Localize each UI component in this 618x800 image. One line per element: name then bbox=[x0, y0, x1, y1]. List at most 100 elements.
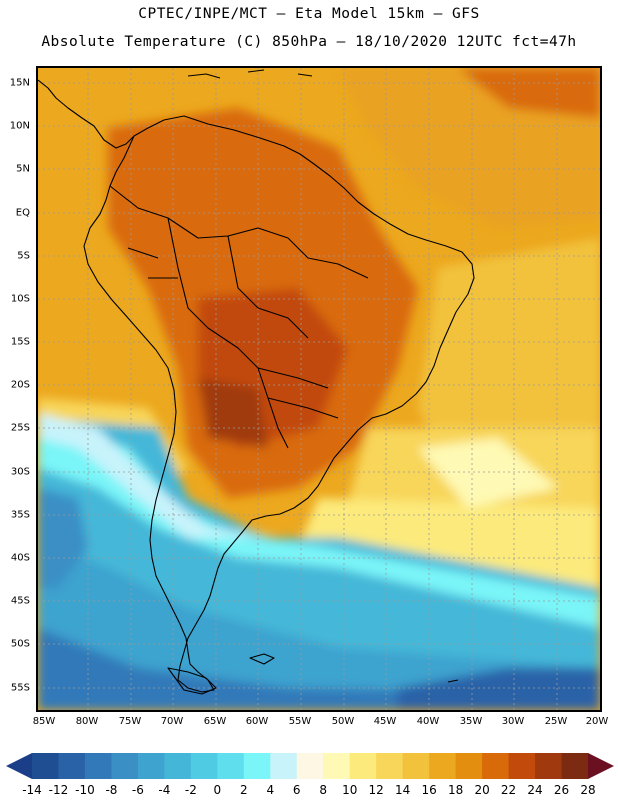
lat-label-40S: 40S bbox=[10, 552, 30, 564]
colorbar-tick-label: 24 bbox=[527, 783, 543, 797]
colorbar-swatch bbox=[349, 753, 377, 779]
coast-tierra-del-fuego bbox=[167, 667, 217, 695]
colorbar-tick-label: 10 bbox=[342, 783, 358, 797]
lon-label-85W: 85W bbox=[32, 716, 56, 727]
colorbar-swatch bbox=[243, 753, 271, 779]
lon-label-45W: 45W bbox=[373, 716, 397, 727]
colorbar-tick-label: -8 bbox=[105, 783, 118, 797]
colorbar-tick-label: -14 bbox=[22, 783, 42, 797]
band-atlantic-8 bbox=[418, 438, 558, 508]
colorbar-tick-label: -6 bbox=[131, 783, 144, 797]
coast-south-america bbox=[83, 115, 475, 693]
coast-falklands bbox=[249, 653, 275, 665]
colorbar-swatch bbox=[164, 753, 192, 779]
lat-label-5S: 5S bbox=[17, 250, 30, 262]
band-south-6 bbox=[38, 413, 278, 538]
colorbar-tick-label: 28 bbox=[580, 783, 596, 797]
colorbar-swatch bbox=[429, 753, 457, 779]
colorbar-swatch bbox=[32, 753, 59, 779]
lat-label-5N: 5N bbox=[16, 163, 30, 175]
lon-label-20W: 20W bbox=[585, 716, 609, 727]
lat-label-15N: 15N bbox=[9, 77, 30, 89]
colorbar-swatch bbox=[58, 753, 86, 779]
band-atlantic-10 bbox=[298, 498, 600, 588]
lat-label-20S: 20S bbox=[10, 379, 30, 391]
band-south-4 bbox=[38, 423, 600, 628]
colorbar-tick-label: -4 bbox=[158, 783, 171, 797]
colorbar-tick-label: 4 bbox=[266, 783, 275, 797]
temperature-map bbox=[36, 66, 602, 712]
colorbar-tick-label: 26 bbox=[553, 783, 570, 797]
lat-label-55S: 55S bbox=[10, 682, 30, 694]
band-southwest-minus10 bbox=[38, 488, 88, 588]
lon-label-35W: 35W bbox=[459, 716, 483, 727]
lat-label-EQ: EQ bbox=[15, 207, 30, 219]
colorbar-tick-label: 14 bbox=[395, 783, 411, 797]
colorbar-swatch bbox=[455, 753, 483, 779]
colorbar-tick-label: 12 bbox=[368, 783, 384, 797]
colorbar-swatch bbox=[84, 753, 112, 779]
lat-label-10N: 10N bbox=[9, 120, 30, 132]
lon-label-50W: 50W bbox=[331, 716, 355, 727]
lon-label-80W: 80W bbox=[75, 716, 99, 727]
colorbar-swatch bbox=[535, 753, 563, 779]
band-continent-24 bbox=[198, 378, 268, 448]
colorbar bbox=[6, 753, 614, 779]
colorbar-tick-label: 20 bbox=[474, 783, 490, 797]
colorbar-swatch bbox=[402, 753, 430, 779]
lat-label-25S: 25S bbox=[10, 422, 30, 434]
coastlines bbox=[38, 69, 475, 695]
border-interior bbox=[109, 185, 369, 449]
band-south-minus8 bbox=[38, 628, 600, 710]
colorbar-swatch bbox=[376, 753, 404, 779]
colorbar-swatch bbox=[190, 753, 218, 779]
colorbar-swatch bbox=[270, 753, 298, 779]
band-southeast-minus12 bbox=[398, 668, 600, 710]
colorbar-tick-label: -2 bbox=[184, 783, 197, 797]
colorbar-swatch bbox=[111, 753, 139, 779]
coast-caribbean-islands bbox=[187, 69, 313, 79]
band-northeast-hot bbox=[458, 68, 600, 118]
map-svg bbox=[38, 68, 600, 710]
map-title: CPTEC/INPE/MCT – Eta Model 15km – GFS bbox=[138, 6, 480, 22]
colorbar-under-arrow bbox=[6, 753, 32, 779]
colorbar-swatch bbox=[217, 753, 245, 779]
temperature-field bbox=[38, 68, 600, 710]
coast-sgeorgia bbox=[447, 679, 459, 683]
lon-label-25W: 25W bbox=[544, 716, 568, 727]
lon-label-30W: 30W bbox=[501, 716, 525, 727]
colorbar-tick-label: 16 bbox=[421, 783, 437, 797]
colorbar-tick-label: -12 bbox=[48, 783, 69, 797]
lat-label-50S: 50S bbox=[10, 638, 30, 650]
colorbar-swatch bbox=[296, 753, 324, 779]
colorbar-swatch bbox=[482, 753, 510, 779]
lat-label-15S: 15S bbox=[10, 336, 30, 348]
lon-label-40W: 40W bbox=[416, 716, 440, 727]
colorbar-tick-label: 0 bbox=[213, 783, 222, 797]
lat-label-10S: 10S bbox=[10, 293, 30, 305]
lon-label-65W: 65W bbox=[203, 716, 227, 727]
colorbar-swatch bbox=[508, 753, 536, 779]
lon-label-55W: 55W bbox=[288, 716, 312, 727]
colorbar-tick-label: 6 bbox=[292, 783, 301, 797]
colorbar-swatch bbox=[137, 753, 165, 779]
colorbar-tick-label: 18 bbox=[447, 783, 464, 797]
colorbar-tick-label: -10 bbox=[75, 783, 95, 797]
band-south-minus4 bbox=[38, 538, 600, 710]
colorbar-tick-label: 2 bbox=[239, 783, 248, 797]
lon-label-60W: 60W bbox=[245, 716, 269, 727]
colorbar-over-arrow bbox=[588, 753, 614, 779]
lon-label-70W: 70W bbox=[160, 716, 184, 727]
colorbar-swatch bbox=[323, 753, 351, 779]
lat-label-35S: 35S bbox=[10, 509, 30, 521]
lat-label-30S: 30S bbox=[10, 466, 30, 478]
colorbar-swatches bbox=[32, 753, 589, 779]
colorbar-tick-label: 8 bbox=[319, 783, 328, 797]
colorbar-swatch bbox=[561, 753, 589, 779]
lon-label-75W: 75W bbox=[118, 716, 142, 727]
coast-central-america bbox=[38, 79, 135, 149]
lat-label-45S: 45S bbox=[10, 595, 30, 607]
map-subtitle: Absolute Temperature (C) 850hPa – 18/10/… bbox=[41, 34, 577, 50]
grid bbox=[38, 68, 600, 710]
colorbar-tick-label: 22 bbox=[500, 783, 517, 797]
